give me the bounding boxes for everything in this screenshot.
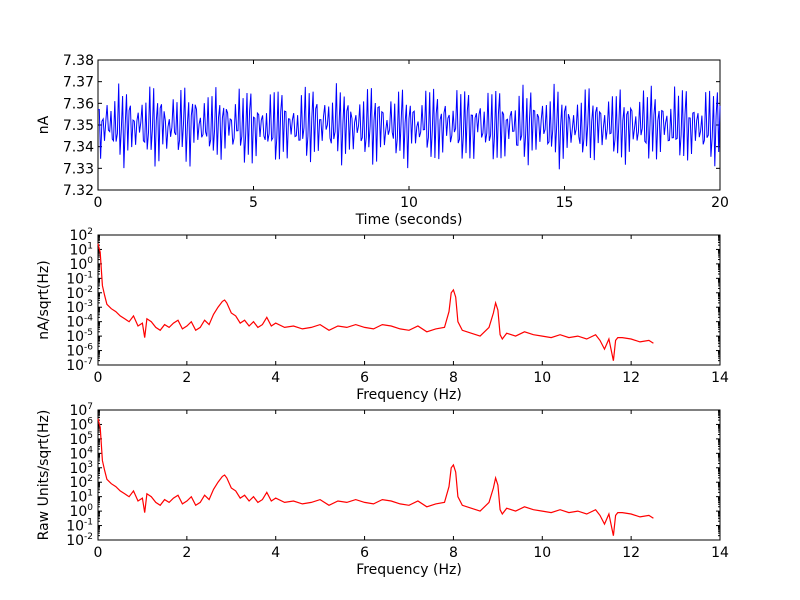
y-tick-label: 10-6 [66, 343, 93, 360]
x-tick-label: 4 [271, 370, 280, 386]
x-tick-label: 4 [271, 545, 280, 561]
y-tick-label: 101 [69, 241, 93, 258]
x-tick-label: 15 [556, 195, 574, 211]
x-tick-label: 5 [249, 195, 258, 211]
y-tick-label: 100 [69, 503, 93, 520]
plot-frame-2 [97, 409, 721, 541]
y-axis-label: nA/sqrt(Hz) [36, 260, 52, 339]
y-tick-label: 106 [69, 416, 93, 433]
y-tick-label: 10-3 [66, 299, 93, 316]
y-tick-label: 103 [69, 460, 93, 477]
y-tick-label: 10-7 [66, 357, 93, 374]
series-line-time [97, 83, 721, 170]
y-tick-label: 7.34 [63, 140, 94, 156]
y-tick-label: 7.32 [63, 183, 94, 199]
y-tick-label: 101 [69, 489, 93, 506]
y-tick-label: 102 [69, 227, 93, 244]
x-tick-label: 0 [94, 195, 103, 211]
y-tick-label: 10-2 [66, 285, 93, 302]
x-tick-label: 6 [360, 545, 369, 561]
y-tick-label: 7.37 [63, 75, 94, 91]
y-tick-label: 105 [69, 431, 93, 448]
x-axis-label: Frequency (Hz) [356, 562, 462, 578]
y-tick-label: 10-1 [66, 270, 93, 287]
x-tick-label: 0 [94, 545, 103, 561]
x-tick-label: 2 [182, 370, 191, 386]
y-tick-label: 7.33 [63, 161, 94, 177]
y-axis-label: Raw Units/sqrt(Hz) [36, 410, 52, 541]
y-tick-label: 7.36 [63, 96, 94, 112]
y-axis-label: nA [36, 115, 52, 134]
y-tick-label: 100 [69, 256, 93, 273]
x-axis-label: Frequency (Hz) [356, 387, 462, 403]
y-tick-label: 104 [69, 445, 93, 462]
series-line-spectrum-1 [97, 243, 654, 361]
x-tick-label: 6 [360, 370, 369, 386]
x-tick-label: 10 [533, 370, 551, 386]
plot-frame-1 [97, 234, 721, 366]
series-line-spectrum-2 [97, 418, 654, 536]
y-tick-label: 10-5 [66, 328, 93, 345]
x-tick-label: 10 [533, 545, 551, 561]
x-tick-label: 2 [182, 545, 191, 561]
x-tick-label: 14 [711, 370, 729, 386]
x-tick-label: 14 [711, 545, 729, 561]
x-tick-label: 8 [449, 545, 458, 561]
y-tick-label: 10-2 [66, 532, 93, 549]
x-tick-label: 12 [622, 370, 640, 386]
x-tick-label: 12 [622, 545, 640, 561]
x-axis-label: Time (seconds) [355, 212, 463, 228]
y-tick-label: 7.35 [63, 118, 94, 134]
x-tick-label: 8 [449, 370, 458, 386]
y-tick-label: 7.38 [63, 53, 94, 69]
x-tick-label: 20 [711, 195, 729, 211]
y-tick-label: 102 [69, 474, 93, 491]
y-tick-label: 10-1 [66, 518, 93, 535]
x-tick-label: 10 [400, 195, 418, 211]
x-tick-label: 0 [94, 370, 103, 386]
y-tick-label: 107 [69, 402, 93, 419]
y-tick-label: 10-4 [66, 314, 93, 331]
